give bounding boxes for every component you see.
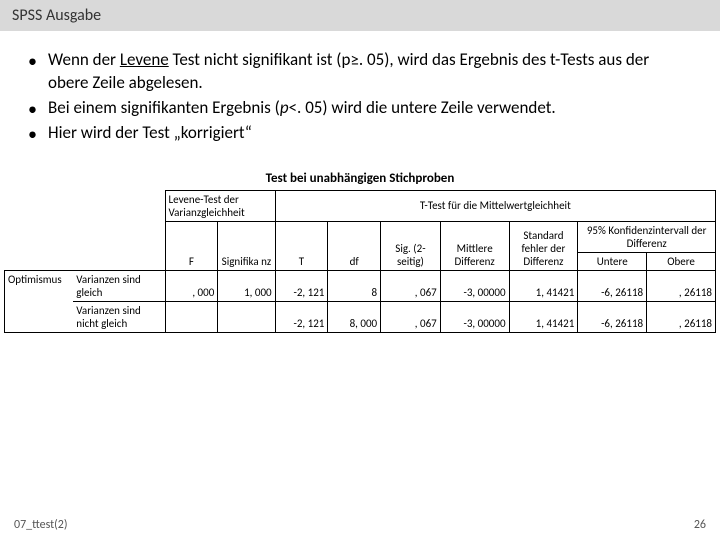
empty-cell [5,190,166,221]
table-row: Varianzen sind nicht gleich -2, 121 8, 0… [5,301,716,332]
col-sig2: Sig. (2-seitig) [381,221,441,270]
text: Hier wird der Test „korrigiert“ [48,122,252,143]
bullet-list: Wenn der Levene Test nicht signifikant i… [0,31,720,157]
ci-header: 95% Konfidenzintervall der Differenz [578,221,716,252]
cell: -3, 00000 [440,301,509,332]
text: Bei einem signifikanten Ergebnis ( [48,97,280,118]
empty-cell [5,221,166,270]
cell: -2, 121 [275,270,328,301]
row-variable: Optimismus [5,270,74,332]
cell: 8 [328,270,381,301]
col-t: T [275,221,328,270]
text: <. 05) wird die untere Zeile verwendet. [289,97,556,118]
row-label: Varianzen sind nicht gleich [73,301,165,332]
cell: , 067 [381,301,441,332]
cell: 1, 41421 [509,301,578,332]
row-label: Varianzen sind gleich [73,270,165,301]
cell [218,301,275,332]
slide-title: SPSS Ausgabe [12,6,101,25]
col-lower: Untere [578,252,647,270]
col-f: F [165,221,218,270]
table-title: Test bei unabhängigen Stichproben [0,171,720,186]
slide-title-bar: SPSS Ausgabe [0,0,720,31]
cell: -6, 26118 [578,270,647,301]
cell: -6, 26118 [578,301,647,332]
text-underline: Levene [120,49,169,70]
cell: , 26118 [647,301,716,332]
col-sig: Signifika nz [218,221,275,270]
spss-table-wrap: Levene-Test der Varianzgleichheit T-Test… [0,190,720,333]
bullet-1: Wenn der Levene Test nicht signifikant i… [48,49,692,95]
footer-right: 26 [694,518,706,532]
cell: , 26118 [647,270,716,301]
bullet-2: Bei einem signifikanten Ergebnis (p<. 05… [48,97,692,120]
cell: , 000 [165,270,218,301]
col-df: df [328,221,381,270]
cell: , 067 [381,270,441,301]
col-upper: Obere [647,252,716,270]
cell: 8, 000 [328,301,381,332]
table-row: Optimismus Varianzen sind gleich , 000 1… [5,270,716,301]
cell: 1, 000 [218,270,275,301]
text: Wenn der [48,49,120,70]
table-row: Levene-Test der Varianzgleichheit T-Test… [5,190,716,221]
spss-table: Levene-Test der Varianzgleichheit T-Test… [4,190,716,333]
cell: -3, 00000 [440,270,509,301]
text-italic: p [280,97,289,118]
footer-left: 07_ttest(2) [14,518,68,532]
col-mdiff: Mittlere Differenz [440,221,509,270]
cell: 1, 41421 [509,270,578,301]
bullet-3: Hier wird der Test „korrigiert“ [48,122,692,145]
cell [165,301,218,332]
ttest-header: T-Test für die Mittelwertgleichheit [275,190,715,221]
col-sediff: Standard fehler der Differenz [509,221,578,270]
levene-header: Levene-Test der Varianzgleichheit [165,190,275,221]
cell: -2, 121 [275,301,328,332]
table-row: F Signifika nz T df Sig. (2-seitig) Mitt… [5,221,716,252]
